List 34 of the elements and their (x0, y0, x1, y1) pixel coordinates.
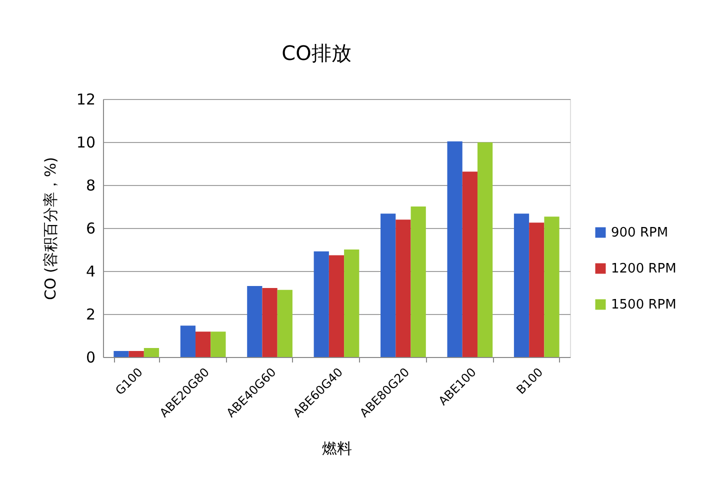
bar (180, 326, 196, 357)
bar (477, 142, 493, 357)
y-tick-label: 2 (86, 306, 96, 324)
legend-label: 1500 RPM (611, 298, 676, 312)
bar (277, 290, 292, 357)
y-tick-label: 10 (76, 134, 96, 152)
y-tick-label: 6 (86, 220, 96, 238)
legend-label: 900 RPM (611, 226, 668, 240)
bar (196, 332, 211, 357)
bar (344, 250, 360, 357)
bar (128, 350, 144, 357)
bar (328, 255, 344, 357)
bar (144, 348, 160, 357)
chart-title: CO排放 (282, 41, 352, 65)
bar (544, 216, 560, 357)
y-tick-label: 4 (86, 262, 96, 280)
bar (114, 350, 129, 357)
y-axis-title: CO (容积百分率，%) (41, 156, 60, 300)
bar (314, 251, 329, 357)
legend-label: 1200 RPM (611, 262, 676, 276)
y-tick-label: 8 (86, 176, 96, 194)
bar (529, 222, 544, 357)
bar (262, 288, 278, 357)
bar (514, 214, 530, 357)
y-tick-label: 0 (86, 348, 96, 366)
bar (210, 332, 226, 357)
bar (447, 141, 462, 357)
bar (380, 214, 396, 357)
bar (396, 220, 411, 357)
bar (247, 286, 262, 357)
y-tick-label: 12 (76, 90, 96, 108)
bar (462, 172, 478, 357)
bar (410, 206, 426, 357)
x-axis-title: 燃料 (322, 439, 352, 458)
